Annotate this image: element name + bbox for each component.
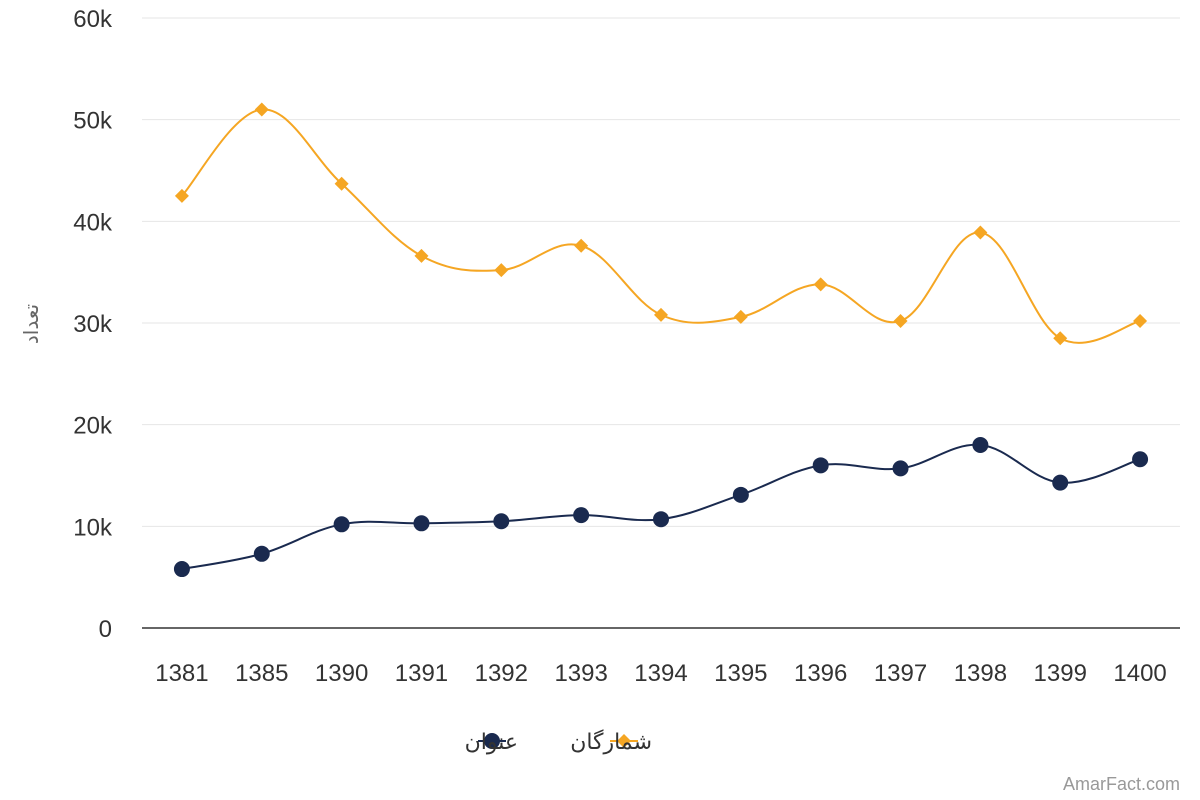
x-tick-label: 1400 <box>1113 660 1166 687</box>
legend-label: عنوان <box>465 730 518 755</box>
data-point[interactable] <box>973 225 988 240</box>
data-point[interactable] <box>413 515 430 532</box>
x-tick-label: 1396 <box>794 660 847 687</box>
x-tick-label: 1392 <box>475 660 528 687</box>
series-1 <box>173 437 1149 578</box>
y-axis: 0 10k 20k 30k 40k 50k 60k <box>73 6 113 643</box>
data-point[interactable] <box>253 545 270 562</box>
data-point[interactable] <box>972 437 989 453</box>
data-point[interactable] <box>334 176 349 191</box>
data-point[interactable] <box>653 511 669 528</box>
data-point[interactable] <box>733 309 748 324</box>
legend[interactable]: عنوان شمارگان <box>465 729 652 755</box>
x-tick-label: 1390 <box>315 660 368 687</box>
x-tick-label: 1381 <box>155 660 208 687</box>
x-tick-label: 1399 <box>1034 660 1087 687</box>
data-point[interactable] <box>893 313 908 328</box>
series-line <box>181 108 1141 344</box>
data-point[interactable] <box>1053 331 1068 346</box>
y-tick-label: 10k <box>73 514 113 541</box>
credit-text[interactable]: AmarFact.com <box>1063 774 1180 794</box>
x-axis: 1381 1385 1390 1391 1392 1393 1394 1395 1396 1397… <box>142 627 1180 687</box>
x-tick-label: 1398 <box>954 660 1007 687</box>
y-axis-title: تعداد <box>19 304 43 344</box>
x-tick-label: 1395 <box>714 660 767 687</box>
y-tick-label: 40k <box>73 209 113 236</box>
x-tick-label: 1391 <box>395 660 448 687</box>
series-line <box>181 443 1141 571</box>
data-point[interactable] <box>494 263 509 278</box>
legend-diamond-marker <box>617 734 631 748</box>
data-point[interactable] <box>574 238 589 253</box>
data-point[interactable] <box>812 457 829 474</box>
y-tick-label: 20k <box>73 413 113 440</box>
y-tick-label: 30k <box>73 311 113 338</box>
data-point[interactable] <box>414 248 429 263</box>
series-2 <box>174 102 1148 346</box>
x-tick-label: 1394 <box>634 660 687 687</box>
legend-circle-marker <box>484 733 500 749</box>
y-tick-label: 0 <box>99 616 112 643</box>
data-point[interactable] <box>254 102 269 117</box>
data-point[interactable] <box>1052 474 1069 491</box>
series-group <box>173 102 1149 578</box>
legend-item-1[interactable]: عنوان <box>465 730 518 755</box>
legend-item-2[interactable]: شمارگان <box>570 729 652 755</box>
legend-label: شمارگان <box>570 729 652 755</box>
x-tick-label: 1397 <box>874 660 927 687</box>
data-point[interactable] <box>173 561 190 578</box>
data-point[interactable] <box>174 188 189 203</box>
gridlines <box>142 17 1180 527</box>
x-tick-label: 1385 <box>235 660 288 687</box>
data-point[interactable] <box>654 307 668 322</box>
data-point[interactable] <box>573 507 590 524</box>
data-point[interactable] <box>813 277 828 292</box>
data-point[interactable] <box>333 516 350 533</box>
y-tick-label: 50k <box>73 108 113 135</box>
data-point[interactable] <box>892 460 909 477</box>
data-point[interactable] <box>1132 451 1149 468</box>
data-point[interactable] <box>493 513 510 530</box>
y-tick-label: 60k <box>73 6 113 33</box>
x-tick-label: 1393 <box>554 660 607 687</box>
data-point[interactable] <box>1133 313 1148 328</box>
data-point[interactable] <box>732 486 749 503</box>
